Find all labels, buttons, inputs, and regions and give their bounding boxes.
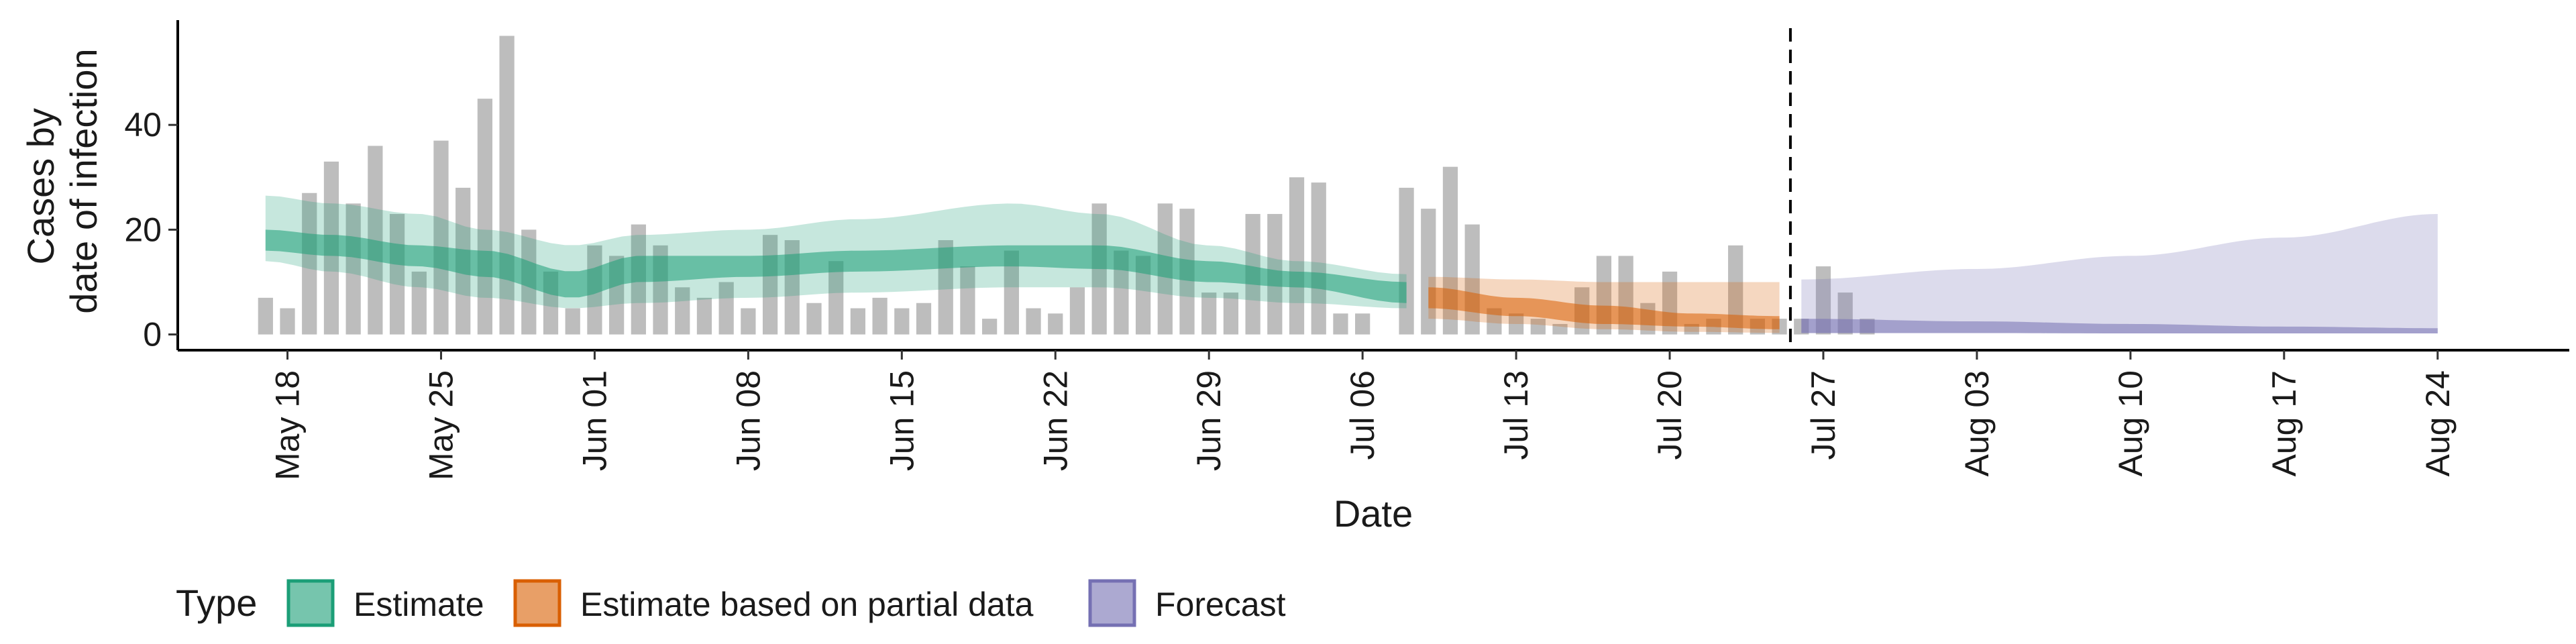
bar — [1069, 287, 1085, 335]
bar — [828, 261, 844, 335]
bar — [1201, 292, 1217, 335]
bar — [806, 303, 822, 335]
x-tick-label: Jun 08 — [729, 370, 767, 471]
bar — [1135, 256, 1151, 335]
x-tick-label: Jun 15 — [883, 370, 920, 471]
bar — [1530, 319, 1546, 335]
bar — [1289, 177, 1305, 335]
bar — [916, 303, 932, 335]
bar — [1114, 250, 1129, 335]
bar — [872, 297, 888, 335]
bar — [894, 308, 910, 335]
x-tick-label: May 25 — [423, 370, 460, 480]
legend-label-forecast: Forecast — [1155, 586, 1286, 623]
axes: Date Cases by date of infection 0 20 40 May… — [19, 20, 2569, 535]
bar — [433, 140, 449, 335]
ribbon-inner-estimate — [265, 229, 1407, 303]
bar — [565, 308, 580, 335]
ribbon-inner-forecast — [1801, 319, 2438, 333]
x-tick-label: May 18 — [269, 370, 307, 480]
legend-swatch-estimate — [286, 579, 335, 627]
x-tick-label: Jul 27 — [1805, 370, 1842, 460]
bar — [1552, 323, 1568, 335]
bar — [302, 193, 317, 335]
bar — [1333, 313, 1348, 335]
x-tick-label: Jun 22 — [1036, 370, 1074, 471]
bar — [368, 146, 383, 335]
x-axis-label: Date — [1334, 492, 1413, 535]
bar — [1223, 292, 1239, 335]
bar — [850, 308, 866, 335]
ribbon-outer-forecast — [1801, 214, 2438, 333]
bar — [675, 287, 690, 335]
legend-label-partial: Estimate based on partial data — [580, 586, 1034, 623]
bar — [1399, 187, 1414, 335]
y-axis-label: Cases by date of infection — [19, 48, 105, 313]
bar — [1815, 266, 1831, 335]
x-tick-label: Jul 13 — [1497, 370, 1535, 460]
bar — [1311, 182, 1326, 335]
bar — [960, 266, 975, 335]
x-tick-label: Aug 03 — [1958, 370, 1996, 476]
bar — [411, 271, 427, 335]
y-axis-label-line-1: Cases by — [19, 108, 62, 264]
bar — [280, 308, 295, 335]
bar — [477, 99, 493, 335]
bar — [718, 282, 734, 335]
plot-area — [258, 28, 2438, 350]
x-tick-label: Jul 06 — [1344, 370, 1381, 460]
bar — [696, 297, 712, 335]
x-tick-label: Aug 17 — [2265, 370, 2303, 476]
bar — [1048, 313, 1063, 335]
y-tick-label: 40 — [124, 106, 162, 144]
x-tick-label: Aug 10 — [2112, 370, 2149, 476]
legend-title: Type — [176, 582, 257, 624]
ribbon-inner-partial — [1428, 287, 1780, 329]
y-tick-label: 0 — [143, 316, 162, 354]
y-tick-label: 20 — [124, 211, 162, 248]
bar — [982, 319, 998, 335]
x-tick-label: Jul 20 — [1651, 370, 1688, 460]
legend-swatch-forecast — [1088, 579, 1136, 627]
bar — [1508, 313, 1524, 335]
bar — [258, 297, 273, 335]
x-tick-label: Jun 01 — [576, 370, 613, 471]
x-tick-label: Aug 24 — [2419, 370, 2457, 476]
legend-swatch-partial — [513, 579, 561, 627]
y-axis-label-line-2: date of infection — [62, 48, 105, 313]
bar — [1004, 250, 1019, 335]
legend: Type Estimate Estimate based on partial … — [176, 579, 1286, 627]
bar — [1026, 308, 1041, 335]
bar — [741, 308, 756, 335]
legend-label-estimate: Estimate — [354, 586, 484, 623]
bar — [1728, 245, 1743, 335]
x-tick-label: Jun 29 — [1190, 370, 1228, 471]
bar — [1355, 313, 1371, 335]
